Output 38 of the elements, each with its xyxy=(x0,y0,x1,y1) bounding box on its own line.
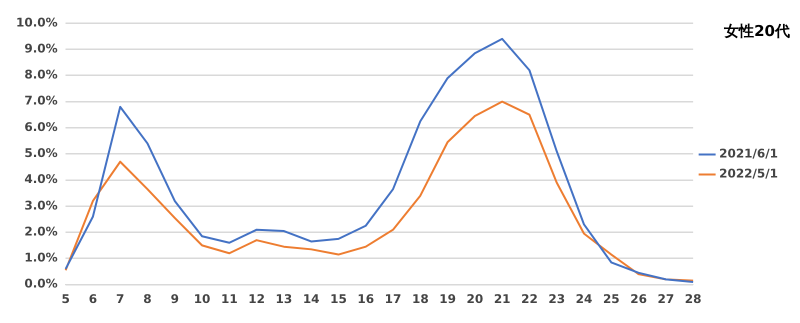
x-tick-label: 5 xyxy=(61,292,70,306)
y-tick-label: 10.0% xyxy=(16,15,58,30)
x-tick-label: 10 xyxy=(194,292,210,306)
x-tick-label: 21 xyxy=(494,292,511,306)
y-tick-label: 7.0% xyxy=(24,94,58,108)
text: 女性20代 xyxy=(724,22,790,41)
x-tick-label: 12 xyxy=(248,292,265,306)
x-tick-label: 14 xyxy=(302,292,320,306)
x-tick-label: 24 xyxy=(576,292,592,306)
x-tick-label: 11 xyxy=(220,292,238,306)
x-tick-label: 22 xyxy=(521,292,538,306)
y-tick-label: 6.0% xyxy=(24,120,58,134)
x-tick-label: 7 xyxy=(116,292,124,306)
y-tick-label: 2.0% xyxy=(24,224,58,238)
legend-label: 2022/5/1 xyxy=(719,166,778,181)
y-tick-label: 3.0% xyxy=(24,198,58,212)
x-tick-label: 18 xyxy=(412,292,429,306)
legend-label: 2021/6/1 xyxy=(719,146,778,161)
y-tick-label: 5.0% xyxy=(24,146,58,160)
x-tick-label: 25 xyxy=(602,292,620,306)
x-tick-label: 28 xyxy=(684,292,702,306)
x-tick-label: 15 xyxy=(330,292,347,306)
x-tick-label: 6 xyxy=(88,292,98,306)
x-tick-label: 9 xyxy=(170,292,179,306)
x-tick-label: 23 xyxy=(548,292,566,306)
x-tick-label: 20 xyxy=(466,292,484,306)
y-tick-label: 4.0% xyxy=(24,172,58,186)
x-tick-label: 13 xyxy=(276,292,292,306)
x-tick-label: 27 xyxy=(658,292,674,306)
y-tick-label: 1.0% xyxy=(24,250,58,265)
x-tick-label: 26 xyxy=(630,292,647,306)
x-tick-label: 16 xyxy=(357,292,374,306)
y-tick-label: 8.0% xyxy=(24,68,58,82)
y-tick-label: 0.0% xyxy=(24,276,58,291)
x-tick-label: 17 xyxy=(384,292,402,306)
y-tick-label: 9.0% xyxy=(24,41,58,56)
x-tick-label: 8 xyxy=(143,292,152,306)
x-tick-label: 19 xyxy=(439,292,456,306)
